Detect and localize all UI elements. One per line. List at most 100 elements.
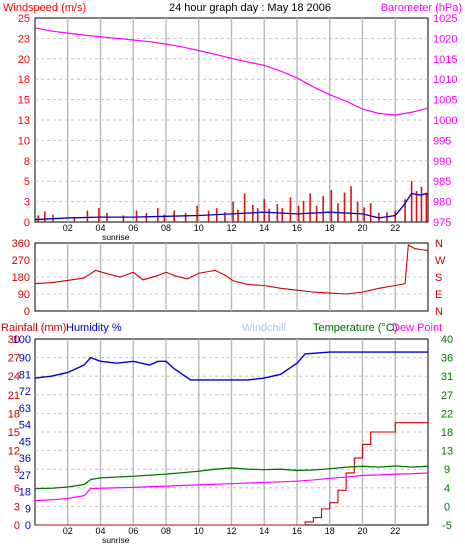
hour-tick-label: 06 bbox=[128, 526, 138, 536]
rain-tick-label: 6 bbox=[14, 483, 20, 495]
hour-tick-label: 10 bbox=[194, 223, 204, 233]
rain-tick-label: 12 bbox=[8, 446, 20, 458]
direction-tick-label: 0 bbox=[24, 306, 30, 318]
rain-tick-label: 3 bbox=[14, 501, 20, 513]
wind-tick-label: 20 bbox=[18, 54, 30, 66]
temp-tick-label: -5 bbox=[442, 520, 452, 532]
baro-tick-label: 1010 bbox=[433, 74, 457, 86]
hour-tick-label: 10 bbox=[194, 526, 204, 536]
hour-tick-label: 22 bbox=[390, 526, 400, 536]
direction-tick-label: 360 bbox=[12, 238, 30, 250]
rain-tick-label: 15 bbox=[8, 427, 20, 439]
compass-letter: N bbox=[435, 238, 443, 250]
temperature-axis-label: Temperature (°C) bbox=[313, 322, 397, 334]
dewpoint-axis-label: Dew Point bbox=[392, 322, 442, 334]
hour-tick-label: 08 bbox=[161, 223, 171, 233]
wind-tick-label: 5 bbox=[24, 176, 30, 188]
wind-tick-label: 23 bbox=[18, 33, 30, 45]
compass-letter: S bbox=[435, 272, 442, 284]
direction-tick-label: 270 bbox=[12, 255, 30, 267]
temperature-line bbox=[34, 465, 429, 490]
rainfall-line bbox=[35, 422, 428, 526]
direction-tick-label: 90 bbox=[18, 289, 30, 301]
hour-tick-label: 16 bbox=[292, 223, 302, 233]
hour-tick-label: 22 bbox=[390, 223, 400, 233]
rain-tick-label: 24 bbox=[8, 371, 20, 383]
temp-tick-label: 4 bbox=[444, 483, 450, 495]
baro-tick-label: 995 bbox=[433, 135, 451, 147]
humidity-tick-label: 45 bbox=[19, 436, 31, 448]
wind-tick-label: 15 bbox=[18, 95, 30, 107]
temp-tick-label: 13 bbox=[441, 446, 453, 458]
sunrise-marker: sunrise bbox=[102, 535, 130, 545]
barometer-axis-label: Barometer (hPa) bbox=[381, 2, 462, 14]
humidity-tick-label: 100 bbox=[13, 334, 31, 346]
compass-letter: E bbox=[435, 289, 442, 301]
baro-tick-label: 1000 bbox=[433, 115, 457, 127]
baro-tick-label: 985 bbox=[433, 176, 451, 188]
compass-letter: N bbox=[435, 306, 443, 318]
rain-tick-label: 0 bbox=[14, 520, 20, 532]
temp-tick-label: 9 bbox=[444, 464, 450, 476]
wind-tick-label: 25 bbox=[18, 13, 30, 25]
wind-tick-label: 18 bbox=[18, 74, 30, 86]
graph-title: 24 hour graph day : May 18 2006 bbox=[169, 2, 331, 14]
wind-tick-label: 10 bbox=[18, 135, 30, 147]
hour-tick-label: 18 bbox=[325, 223, 335, 233]
hour-tick-label: 14 bbox=[259, 526, 269, 536]
barometer-line bbox=[34, 27, 429, 116]
hour-tick-label: 06 bbox=[128, 223, 138, 233]
direction-tick-label: 180 bbox=[12, 272, 30, 284]
hour-tick-label: 04 bbox=[95, 526, 105, 536]
humidity-tick-label: 72 bbox=[19, 386, 31, 398]
baro-tick-label: 1005 bbox=[433, 95, 457, 107]
hour-tick-label: 16 bbox=[292, 526, 302, 536]
hour-tick-label: 02 bbox=[63, 223, 73, 233]
wind-tick-label: 3 bbox=[24, 197, 30, 209]
rain-tick-label: 9 bbox=[14, 464, 20, 476]
hour-tick-label: 12 bbox=[226, 223, 236, 233]
rain-tick-label: 30 bbox=[8, 334, 20, 346]
humidity-tick-label: 27 bbox=[19, 470, 31, 482]
humidity-tick-label: 9 bbox=[25, 503, 31, 515]
humidity-tick-label: 18 bbox=[19, 487, 31, 499]
temp-tick-label: 18 bbox=[441, 427, 453, 439]
hour-tick-label: 18 bbox=[325, 526, 335, 536]
temp-tick-label: 40 bbox=[441, 334, 453, 346]
temp-tick-label: 36 bbox=[441, 353, 453, 365]
avg-wind-line bbox=[34, 192, 429, 221]
humidity-line bbox=[34, 351, 428, 381]
compass-letter: W bbox=[435, 255, 446, 267]
hour-tick-label: 08 bbox=[161, 526, 171, 536]
hour-tick-label: 12 bbox=[226, 526, 236, 536]
humidity-tick-label: 36 bbox=[19, 453, 31, 465]
hour-tick-label: 20 bbox=[357, 223, 367, 233]
wind-tick-label: 13 bbox=[18, 115, 30, 127]
humidity-tick-label: 63 bbox=[19, 403, 31, 415]
baro-tick-label: 1025 bbox=[433, 13, 457, 25]
humidity-tick-label: 81 bbox=[19, 369, 31, 381]
baro-tick-label: 1015 bbox=[433, 54, 457, 66]
temp-tick-label: 0 bbox=[444, 501, 450, 513]
humidity-tick-label: 90 bbox=[19, 353, 31, 365]
rainfall-axis-label: Rainfall (mm) bbox=[1, 322, 66, 334]
wind-tick-label: 8 bbox=[24, 156, 30, 168]
sunrise-marker: sunrise bbox=[102, 232, 130, 242]
baro-tick-label: 980 bbox=[433, 197, 451, 209]
rain-tick-label: 18 bbox=[8, 408, 20, 420]
windspeed-axis-label: Windspeed (m/s) bbox=[3, 2, 86, 14]
hour-tick-label: 14 bbox=[259, 223, 269, 233]
rain-tick-label: 21 bbox=[8, 390, 20, 402]
hour-tick-label: 20 bbox=[357, 526, 367, 536]
temp-tick-label: 31 bbox=[441, 371, 453, 383]
humidity-axis-label: Humidity % bbox=[66, 322, 122, 334]
windchill-axis-label: Windchill bbox=[242, 322, 286, 334]
humidity-tick-label: 0 bbox=[25, 520, 31, 532]
wind-direction-line bbox=[34, 243, 429, 295]
baro-tick-label: 1020 bbox=[433, 33, 457, 45]
dewpoint-line bbox=[34, 472, 429, 502]
temp-tick-label: 22 bbox=[441, 408, 453, 420]
baro-tick-label: 975 bbox=[433, 217, 451, 229]
hour-tick-label: 04 bbox=[95, 223, 105, 233]
